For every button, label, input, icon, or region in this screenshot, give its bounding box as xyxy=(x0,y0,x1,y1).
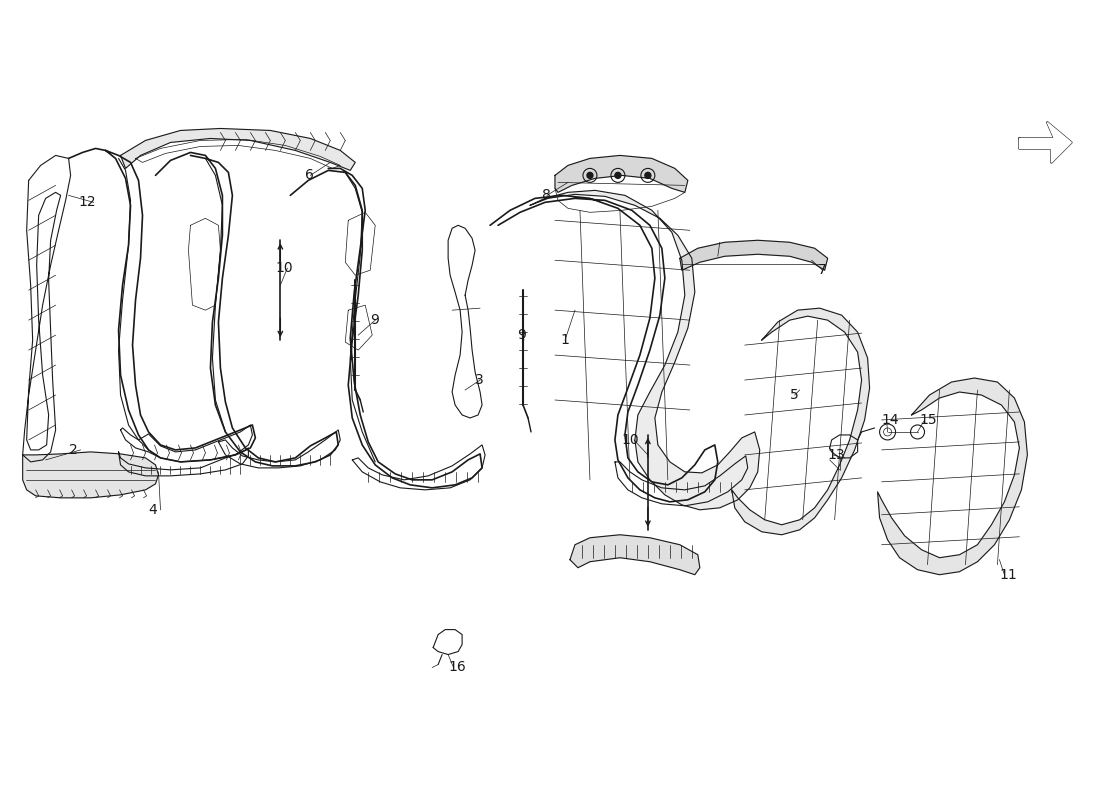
Polygon shape xyxy=(878,378,1027,574)
Polygon shape xyxy=(570,534,700,574)
Text: 4: 4 xyxy=(148,503,157,517)
Polygon shape xyxy=(680,240,827,270)
Text: 2: 2 xyxy=(68,443,77,457)
Circle shape xyxy=(645,172,651,178)
Polygon shape xyxy=(23,452,158,498)
Circle shape xyxy=(587,172,593,178)
Text: 15: 15 xyxy=(920,413,937,427)
Text: 9: 9 xyxy=(517,328,526,342)
Text: 14: 14 xyxy=(881,413,899,427)
Polygon shape xyxy=(121,129,355,170)
Circle shape xyxy=(615,172,620,178)
Text: 10: 10 xyxy=(621,433,639,447)
Text: 16: 16 xyxy=(448,659,466,674)
Text: 10: 10 xyxy=(275,262,293,275)
Text: 9: 9 xyxy=(371,313,380,327)
Polygon shape xyxy=(556,155,688,192)
Text: 3: 3 xyxy=(475,373,484,387)
Text: 6: 6 xyxy=(306,168,315,182)
Polygon shape xyxy=(530,190,760,510)
Text: 11: 11 xyxy=(1000,568,1018,582)
Polygon shape xyxy=(732,308,870,534)
Text: 8: 8 xyxy=(542,188,551,202)
Text: 7: 7 xyxy=(817,263,826,278)
Text: 12: 12 xyxy=(78,195,96,210)
Text: 13: 13 xyxy=(827,448,845,462)
Text: 5: 5 xyxy=(790,388,799,402)
Text: 1: 1 xyxy=(560,333,569,347)
Polygon shape xyxy=(1020,122,1071,162)
